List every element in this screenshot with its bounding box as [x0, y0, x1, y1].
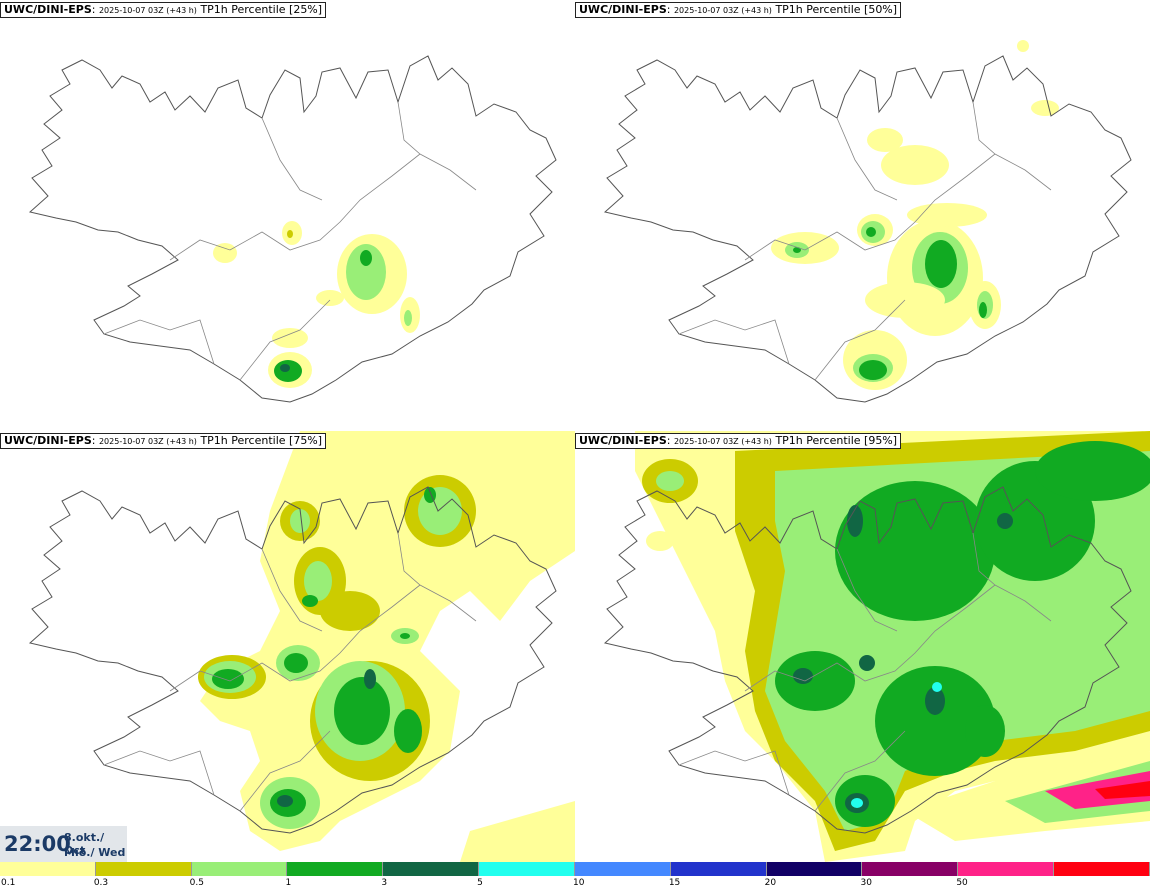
legend-swatch: [95, 862, 192, 876]
legend-label: 5: [477, 878, 483, 888]
iceland-coastline: [603, 486, 1132, 834]
panel-title: UWC/DINI-EPS: 2025-10-07 03Z (+43 h) TP1…: [0, 433, 327, 449]
legend-bar: [0, 862, 1150, 876]
iceland-coastline: [28, 55, 557, 403]
legend-label: 1: [285, 878, 292, 888]
valid-weekday: Mið./ Wed: [64, 846, 126, 859]
legend-label: 20: [764, 878, 777, 888]
legend-label: 0.5: [189, 878, 204, 888]
precip-map: [603, 431, 1150, 862]
legend-swatch: [479, 862, 575, 876]
valid-time-box: 22:00 8.okt./ Oct Mið./ Wed: [0, 826, 127, 862]
legend-swatch: [574, 862, 671, 876]
precip-overlay: [635, 431, 1150, 862]
precip-map: [28, 55, 557, 403]
iceland-coastline: [28, 486, 557, 834]
legend-swatch: [1054, 862, 1150, 876]
legend-swatch: [383, 862, 480, 876]
legend-label: 0.1: [1, 878, 16, 888]
legend-label: 3: [381, 878, 388, 888]
panel-title: UWC/DINI-EPS: 2025-10-07 03Z (+43 h) TP1…: [575, 2, 902, 18]
map-panel-p75: UWC/DINI-EPS: 2025-10-07 03Z (+43 h) TP1…: [0, 431, 575, 862]
color-legend: 0.1 0.3 0.5 1 3 5 10 15 20 30 50: [0, 862, 1150, 891]
legend-label: 50: [956, 878, 968, 888]
legend-swatch: [287, 862, 384, 876]
map-panel-p50: UWC/DINI-EPS: 2025-10-07 03Z (+43 h) TP1…: [575, 0, 1150, 431]
valid-time: 22:00: [4, 832, 71, 856]
legend-label: 30: [860, 878, 872, 888]
panel-title: UWC/DINI-EPS: 2025-10-07 03Z (+43 h) TP1…: [0, 2, 327, 18]
precip-overlay: [771, 40, 1059, 390]
iceland-coastline: [603, 55, 1132, 403]
legend-label: 15: [668, 878, 681, 888]
panel-title: UWC/DINI-EPS: 2025-10-07 03Z (+43 h) TP1…: [575, 433, 902, 449]
map-panel-p25: UWC/DINI-EPS: 2025-10-07 03Z (+43 h) TP1…: [0, 0, 575, 431]
legend-label: 0.3: [93, 878, 109, 888]
legend-swatch: [958, 862, 1055, 876]
valid-date: 8.okt./ Oct: [64, 831, 105, 857]
precip-overlay: [198, 431, 575, 862]
legend-label: 10: [573, 878, 585, 888]
precip-map: [603, 40, 1132, 403]
map-panel-p95: UWC/DINI-EPS: 2025-10-07 03Z (+43 h) TP1…: [575, 431, 1150, 862]
legend-swatch: [670, 862, 767, 876]
precip-overlay: [213, 221, 420, 388]
precip-map: [28, 431, 575, 862]
legend-swatch: [766, 862, 863, 876]
legend-swatch: [862, 862, 959, 876]
legend-swatch: [0, 862, 96, 876]
legend-swatch: [191, 862, 288, 876]
